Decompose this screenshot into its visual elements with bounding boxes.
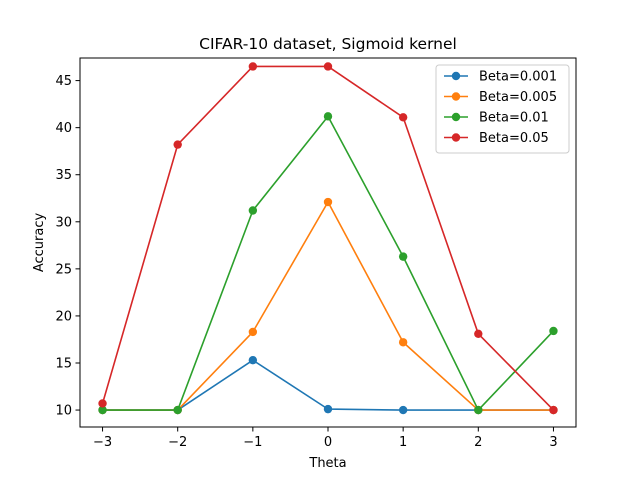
y-tick-label: 20 xyxy=(55,309,72,324)
x-axis-ticks: −3 −2 −1 0 1 2 3 xyxy=(93,427,558,450)
y-tick-label: 25 xyxy=(55,262,72,277)
legend-item: Beta=0.005 xyxy=(444,90,557,105)
x-tick-label: 0 xyxy=(324,435,332,450)
data-point xyxy=(248,206,258,215)
series-layer xyxy=(98,62,558,415)
y-axis-label: Accuracy xyxy=(32,213,47,273)
x-tick-label: 3 xyxy=(549,435,557,450)
legend-items: Beta=0.001 Beta=0.005 Beta=0.01 Beta=0.05 xyxy=(444,70,557,146)
legend-label: Beta=0.01 xyxy=(479,111,549,126)
data-point xyxy=(173,140,182,149)
plot-area: −3 −2 −1 0 1 2 3 10 15 20 25 30 35 40 45 xyxy=(55,57,577,450)
data-point xyxy=(398,252,408,261)
data-point xyxy=(248,62,258,71)
y-tick-label: 30 xyxy=(55,215,72,230)
legend-item: Beta=0.001 xyxy=(444,70,557,85)
x-axis-label: Theta xyxy=(308,456,346,471)
legend: Beta=0.001 Beta=0.005 Beta=0.01 Beta=0.05 xyxy=(435,64,570,154)
series-3 xyxy=(98,112,558,415)
data-point xyxy=(549,326,558,336)
legend-item: Beta=0.01 xyxy=(444,111,549,126)
data-point xyxy=(549,405,558,415)
y-tick-label: 40 xyxy=(55,121,72,136)
legend-label: Beta=0.001 xyxy=(479,70,557,85)
y-axis-ticks: 10 15 20 25 30 35 40 45 xyxy=(55,74,80,419)
x-tick-label: −1 xyxy=(243,435,262,450)
series-4 xyxy=(98,62,558,415)
data-point xyxy=(323,404,333,414)
legend-marker xyxy=(451,112,461,122)
x-tick-label: −3 xyxy=(93,435,112,450)
data-point xyxy=(323,197,333,207)
legend-marker xyxy=(451,133,461,142)
data-point xyxy=(323,112,333,121)
chart-title: CIFAR-10 dataset, Sigmoid kernel xyxy=(199,35,457,53)
data-point xyxy=(323,62,333,71)
data-point xyxy=(173,405,182,415)
legend-marker xyxy=(451,92,461,101)
data-point xyxy=(398,338,408,347)
data-point xyxy=(398,113,408,122)
legend-marker xyxy=(451,71,461,81)
data-point xyxy=(98,399,107,408)
legend-box xyxy=(435,64,570,154)
data-point xyxy=(98,405,107,415)
data-point xyxy=(474,329,483,339)
y-tick-label: 10 xyxy=(55,404,72,419)
data-point xyxy=(248,327,258,337)
data-point xyxy=(248,355,258,365)
x-tick-label: −2 xyxy=(168,435,187,450)
y-tick-label: 45 xyxy=(55,74,72,89)
data-point xyxy=(474,405,483,415)
x-tick-label: 1 xyxy=(399,435,407,450)
legend-label: Beta=0.005 xyxy=(479,90,557,105)
y-tick-label: 35 xyxy=(55,168,72,183)
x-tick-label: 2 xyxy=(474,435,482,450)
y-tick-label: 15 xyxy=(55,356,72,371)
data-point xyxy=(398,405,408,415)
legend-label: Beta=0.05 xyxy=(479,131,549,146)
legend-item: Beta=0.05 xyxy=(444,131,549,146)
